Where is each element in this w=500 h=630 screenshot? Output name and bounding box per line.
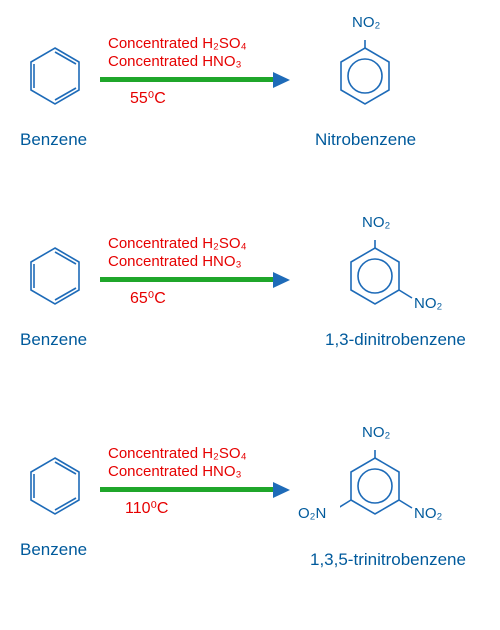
temperature-3: 110⁰C — [125, 498, 168, 518]
product-label-3: 1,3,5-trinitrobenzene — [310, 550, 466, 570]
reagent2-line1: Concentrated H₂SO₄ — [108, 235, 247, 253]
benzene-reactant-1 — [20, 40, 90, 120]
no2-top-2: NO₂ — [362, 214, 390, 231]
reactant-label-2: Benzene — [20, 330, 87, 350]
no2-bl-3: O₂N — [298, 505, 326, 522]
reagent3-line1: Concentrated H₂SO₄ — [108, 445, 247, 463]
reaction-arrow-1 — [100, 72, 290, 88]
product-label-2: 1,3-dinitrobenzene — [325, 330, 466, 350]
reagent1-line1: Concentrated H₂SO₄ — [108, 35, 247, 53]
product-structure-3 — [340, 450, 440, 550]
reaction-arrow-2 — [100, 272, 290, 288]
benzene-reactant-3 — [20, 450, 90, 530]
product-structure-1 — [330, 40, 400, 120]
no2-top-1: NO₂ — [352, 14, 380, 31]
product-label-1: Nitrobenzene — [315, 130, 416, 150]
no2-top-3: NO₂ — [362, 424, 390, 441]
reaction-arrow-3 — [100, 482, 290, 498]
reactant-label-3: Benzene — [20, 540, 87, 560]
no2-br-2: NO₂ — [414, 295, 442, 312]
product-structure-2 — [340, 240, 430, 330]
reactant-label-1: Benzene — [20, 130, 87, 150]
reagent3-line2: Concentrated HNO₃ — [108, 463, 242, 481]
temperature-1: 55⁰C — [130, 88, 166, 108]
benzene-reactant-2 — [20, 240, 90, 320]
temperature-2: 65⁰C — [130, 288, 166, 308]
reagent2-line2: Concentrated HNO₃ — [108, 253, 242, 271]
reagent1-line2: Concentrated HNO₃ — [108, 53, 242, 71]
no2-br-3: NO₂ — [414, 505, 442, 522]
